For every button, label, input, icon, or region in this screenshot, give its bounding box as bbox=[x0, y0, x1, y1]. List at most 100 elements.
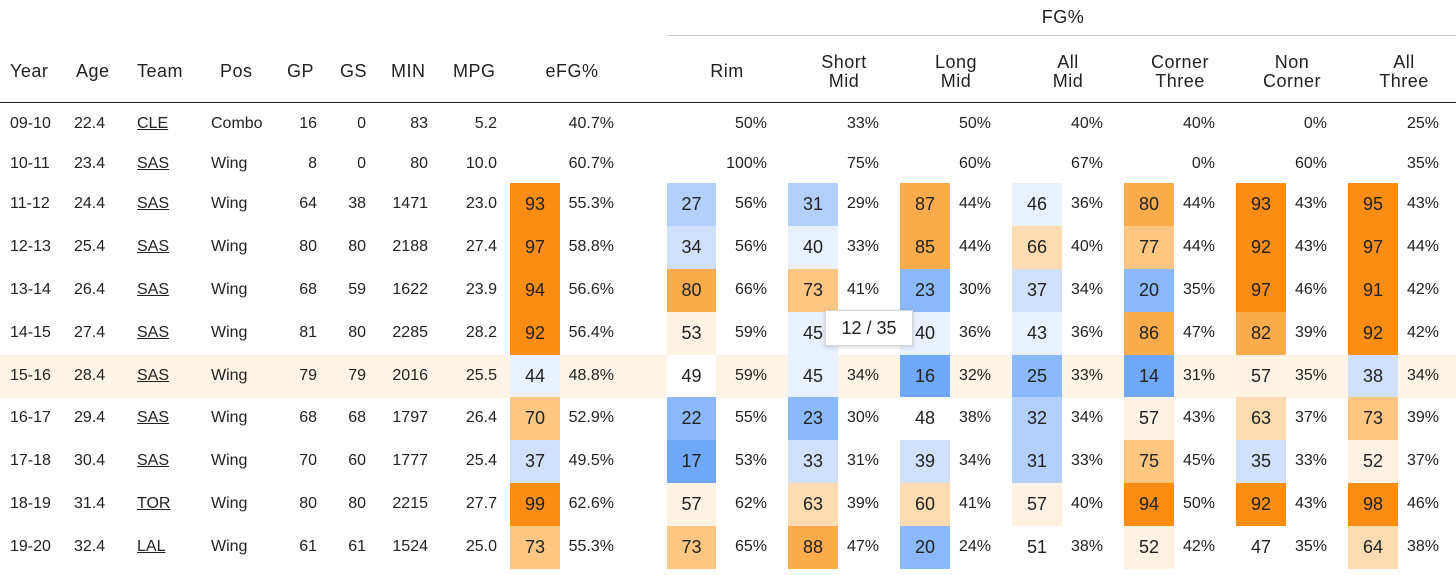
percentile-box-all-three[interactable]: 73 bbox=[1348, 397, 1398, 440]
percentile-box-short-mid[interactable]: 40 bbox=[788, 226, 838, 269]
percentile-box-rim[interactable]: 17 bbox=[667, 440, 716, 483]
percentile-box-all-three[interactable]: 97 bbox=[1348, 226, 1398, 269]
column-header-gp[interactable]: GP bbox=[287, 61, 315, 81]
percentile-box-non-corner[interactable]: 35 bbox=[1236, 440, 1286, 483]
percentile-box-long-mid[interactable]: 16 bbox=[900, 355, 950, 398]
percentile-box-long-mid[interactable]: 87 bbox=[900, 183, 950, 226]
percentile-box-efg[interactable]: 94 bbox=[510, 269, 560, 312]
column-header-short-mid[interactable]: Short Mid bbox=[804, 53, 884, 91]
percentile-box-corner-three[interactable]: 14 bbox=[1124, 355, 1174, 398]
percentile-box-short-mid[interactable]: 73 bbox=[788, 269, 838, 312]
cell-team[interactable]: SAS bbox=[137, 452, 170, 469]
percentile-box-non-corner[interactable]: 82 bbox=[1236, 312, 1286, 355]
cell-team[interactable]: TOR bbox=[137, 495, 171, 512]
percentile-box-rim[interactable]: 73 bbox=[667, 526, 716, 569]
percentile-box-long-mid[interactable]: 85 bbox=[900, 226, 950, 269]
column-header-corner-three[interactable]: Corner Three bbox=[1140, 53, 1220, 91]
stat-value-long-mid: 30% bbox=[958, 281, 991, 298]
column-header-gs[interactable]: GS bbox=[340, 61, 368, 81]
percentile-box-rim[interactable]: 53 bbox=[667, 312, 716, 355]
percentile-box-corner-three[interactable]: 80 bbox=[1124, 183, 1174, 226]
percentile-box-efg[interactable]: 44 bbox=[510, 355, 560, 398]
percentile-box-all-mid[interactable]: 51 bbox=[1012, 526, 1062, 569]
column-header-long-mid[interactable]: Long Mid bbox=[916, 53, 996, 91]
percentile-box-short-mid[interactable]: 45 bbox=[788, 355, 838, 398]
percentile-box-non-corner[interactable]: 92 bbox=[1236, 226, 1286, 269]
cell-team[interactable]: SAS bbox=[137, 155, 170, 172]
percentile-box-all-mid[interactable]: 66 bbox=[1012, 226, 1062, 269]
column-header-year[interactable]: Year bbox=[10, 61, 49, 81]
stat-value-long-mid: 32% bbox=[958, 367, 991, 384]
percentile-box-all-mid[interactable]: 43 bbox=[1012, 312, 1062, 355]
percentile-box-long-mid[interactable]: 23 bbox=[900, 269, 950, 312]
percentile-box-rim[interactable]: 80 bbox=[667, 269, 716, 312]
percentile-box-efg[interactable]: 73 bbox=[510, 526, 560, 569]
percentile-box-rim[interactable]: 49 bbox=[667, 355, 716, 398]
percentile-box-all-mid[interactable]: 32 bbox=[1012, 397, 1062, 440]
cell-team[interactable]: CLE bbox=[137, 115, 169, 132]
percentile-box-all-mid[interactable]: 25 bbox=[1012, 355, 1062, 398]
percentile-box-short-mid[interactable]: 63 bbox=[788, 483, 838, 526]
percentile-box-all-three[interactable]: 52 bbox=[1348, 440, 1398, 483]
percentile-box-non-corner[interactable]: 92 bbox=[1236, 483, 1286, 526]
percentile-box-all-three[interactable]: 91 bbox=[1348, 269, 1398, 312]
percentile-box-corner-three[interactable]: 75 bbox=[1124, 440, 1174, 483]
column-header-all-mid[interactable]: All Mid bbox=[1028, 53, 1108, 91]
percentile-box-efg[interactable]: 99 bbox=[510, 483, 560, 526]
percentile-box-corner-three[interactable]: 52 bbox=[1124, 526, 1174, 569]
percentile-box-all-three[interactable]: 38 bbox=[1348, 355, 1398, 398]
percentile-box-short-mid[interactable]: 33 bbox=[788, 440, 838, 483]
percentile-box-efg[interactable]: 92 bbox=[510, 312, 560, 355]
percentile-box-all-mid[interactable]: 31 bbox=[1012, 440, 1062, 483]
stat-value-efg: 55.3% bbox=[568, 538, 614, 555]
percentile-box-short-mid[interactable]: 31 bbox=[788, 183, 838, 226]
percentile-box-all-three[interactable]: 64 bbox=[1348, 526, 1398, 569]
percentile-box-long-mid[interactable]: 48 bbox=[900, 397, 950, 440]
percentile-box-non-corner[interactable]: 93 bbox=[1236, 183, 1286, 226]
percentile-box-efg[interactable]: 37 bbox=[510, 440, 560, 483]
percentile-box-short-mid[interactable]: 23 bbox=[788, 397, 838, 440]
percentile-box-all-three[interactable]: 92 bbox=[1348, 312, 1398, 355]
percentile-box-efg[interactable]: 70 bbox=[510, 397, 560, 440]
percentile-box-long-mid[interactable]: 20 bbox=[900, 526, 950, 569]
percentile-box-non-corner[interactable]: 63 bbox=[1236, 397, 1286, 440]
column-header-mpg[interactable]: MPG bbox=[453, 61, 496, 81]
cell-team[interactable]: SAS bbox=[137, 238, 170, 255]
percentile-box-rim[interactable]: 22 bbox=[667, 397, 716, 440]
percentile-box-short-mid[interactable]: 88 bbox=[788, 526, 838, 569]
percentile-box-corner-three[interactable]: 77 bbox=[1124, 226, 1174, 269]
column-header-all-three[interactable]: All Three bbox=[1364, 53, 1444, 91]
cell-team[interactable]: LAL bbox=[137, 538, 166, 555]
column-header-efg[interactable]: eFG% bbox=[545, 61, 599, 81]
percentile-box-corner-three[interactable]: 86 bbox=[1124, 312, 1174, 355]
percentile-box-all-mid[interactable]: 46 bbox=[1012, 183, 1062, 226]
column-header-team[interactable]: Team bbox=[137, 61, 184, 81]
percentile-box-long-mid[interactable]: 60 bbox=[900, 483, 950, 526]
percentile-box-efg[interactable]: 97 bbox=[510, 226, 560, 269]
cell-team[interactable]: SAS bbox=[137, 281, 170, 298]
percentile-box-rim[interactable]: 27 bbox=[667, 183, 716, 226]
cell-team[interactable]: SAS bbox=[137, 324, 170, 341]
percentile-box-corner-three[interactable]: 94 bbox=[1124, 483, 1174, 526]
percentile-box-all-mid[interactable]: 57 bbox=[1012, 483, 1062, 526]
column-header-min[interactable]: MIN bbox=[391, 61, 426, 81]
percentile-box-all-three[interactable]: 98 bbox=[1348, 483, 1398, 526]
percentile-box-all-mid[interactable]: 37 bbox=[1012, 269, 1062, 312]
percentile-box-non-corner[interactable]: 47 bbox=[1236, 526, 1286, 569]
column-header-age[interactable]: Age bbox=[76, 61, 110, 81]
column-header-non-corner[interactable]: Non Corner bbox=[1252, 53, 1332, 91]
cell-team[interactable]: SAS bbox=[137, 195, 170, 212]
percentile-box-non-corner[interactable]: 57 bbox=[1236, 355, 1286, 398]
column-header-pos[interactable]: Pos bbox=[220, 61, 253, 81]
percentile-box-long-mid[interactable]: 39 bbox=[900, 440, 950, 483]
percentile-box-corner-three[interactable]: 20 bbox=[1124, 269, 1174, 312]
percentile-box-non-corner[interactable]: 97 bbox=[1236, 269, 1286, 312]
percentile-box-rim[interactable]: 34 bbox=[667, 226, 716, 269]
percentile-box-corner-three[interactable]: 57 bbox=[1124, 397, 1174, 440]
percentile-box-efg[interactable]: 93 bbox=[510, 183, 560, 226]
percentile-box-all-three[interactable]: 95 bbox=[1348, 183, 1398, 226]
percentile-box-rim[interactable]: 57 bbox=[667, 483, 716, 526]
column-header-rim[interactable]: Rim bbox=[710, 61, 744, 81]
cell-team[interactable]: SAS bbox=[137, 409, 170, 426]
cell-team[interactable]: SAS bbox=[137, 367, 170, 384]
